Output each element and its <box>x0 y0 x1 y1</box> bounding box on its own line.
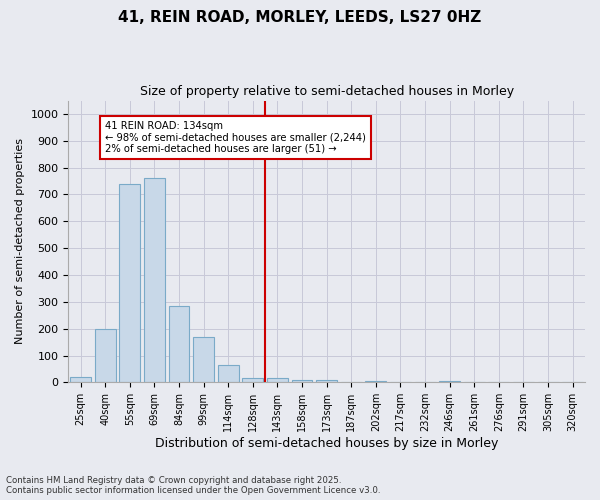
Bar <box>439 381 460 382</box>
X-axis label: Distribution of semi-detached houses by size in Morley: Distribution of semi-detached houses by … <box>155 437 499 450</box>
Bar <box>218 365 239 382</box>
Text: 41 REIN ROAD: 134sqm
← 98% of semi-detached houses are smaller (2,244)
2% of sem: 41 REIN ROAD: 134sqm ← 98% of semi-detac… <box>105 120 366 154</box>
Bar <box>242 378 263 382</box>
Bar <box>95 328 116 382</box>
Bar <box>169 306 190 382</box>
Bar <box>365 381 386 382</box>
Bar <box>267 378 288 382</box>
Title: Size of property relative to semi-detached houses in Morley: Size of property relative to semi-detach… <box>140 85 514 98</box>
Text: 41, REIN ROAD, MORLEY, LEEDS, LS27 0HZ: 41, REIN ROAD, MORLEY, LEEDS, LS27 0HZ <box>118 10 482 25</box>
Bar <box>70 377 91 382</box>
Bar <box>119 184 140 382</box>
Bar <box>144 178 165 382</box>
Y-axis label: Number of semi-detached properties: Number of semi-detached properties <box>15 138 25 344</box>
Bar <box>292 380 313 382</box>
Bar <box>316 380 337 382</box>
Text: Contains HM Land Registry data © Crown copyright and database right 2025.
Contai: Contains HM Land Registry data © Crown c… <box>6 476 380 495</box>
Bar <box>193 336 214 382</box>
